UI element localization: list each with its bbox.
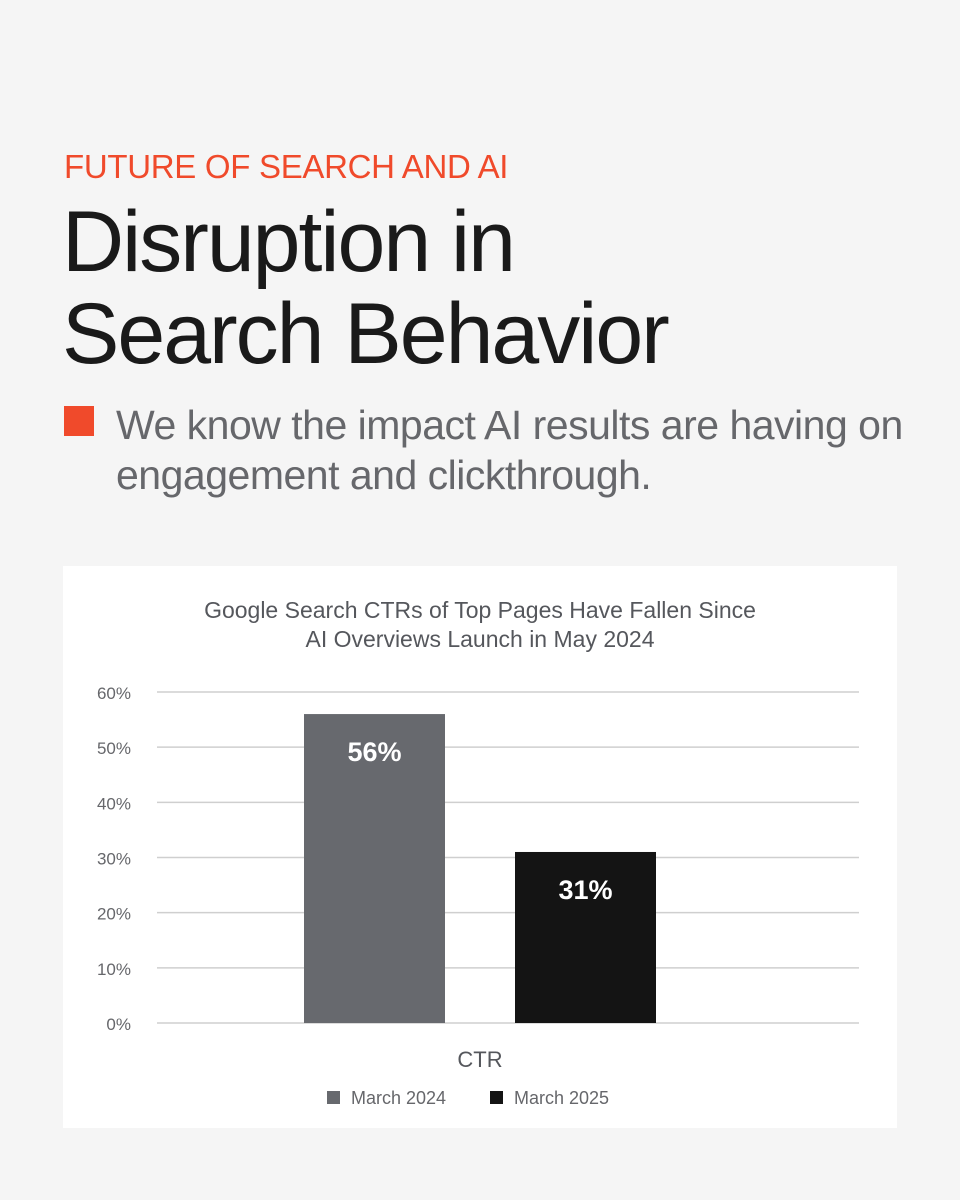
bar-march-2025: [515, 851, 656, 1023]
x-category-label: CTR: [457, 1047, 502, 1072]
y-tick-label: 20%: [97, 905, 131, 924]
square-bullet-icon: [64, 406, 94, 436]
y-tick-label: 10%: [97, 960, 131, 979]
chart-title-line-1: Google Search CTRs of Top Pages Have Fal…: [204, 597, 756, 623]
bar-chart: Google Search CTRs of Top Pages Have Fal…: [97, 597, 859, 1108]
eyebrow-label: FUTURE OF SEARCH AND AI: [64, 148, 509, 185]
bar-data-label: 56%: [347, 737, 401, 767]
page-title: Disruption in Search Behavior: [62, 194, 670, 382]
bullet-text: We know the impact AI results are having…: [116, 402, 903, 498]
y-tick-label: 50%: [97, 739, 131, 758]
legend-swatch: [490, 1091, 503, 1104]
y-tick-label: 60%: [97, 684, 131, 703]
page-title-line-1: Disruption in: [62, 194, 516, 290]
legend-label: March 2024: [351, 1088, 446, 1108]
chart-title-line-2: AI Overviews Launch in May 2024: [305, 626, 654, 652]
legend-swatch: [327, 1091, 340, 1104]
bar-data-label: 31%: [558, 875, 612, 905]
legend-label: March 2025: [514, 1088, 609, 1108]
page-title-line-2: Search Behavior: [62, 286, 670, 382]
y-tick-label: 40%: [97, 794, 131, 813]
chart-card: Google Search CTRs of Top Pages Have Fal…: [63, 566, 897, 1128]
bar-march-2024: [304, 714, 445, 1023]
y-tick-label: 0%: [106, 1015, 131, 1034]
y-tick-label: 30%: [97, 850, 131, 869]
